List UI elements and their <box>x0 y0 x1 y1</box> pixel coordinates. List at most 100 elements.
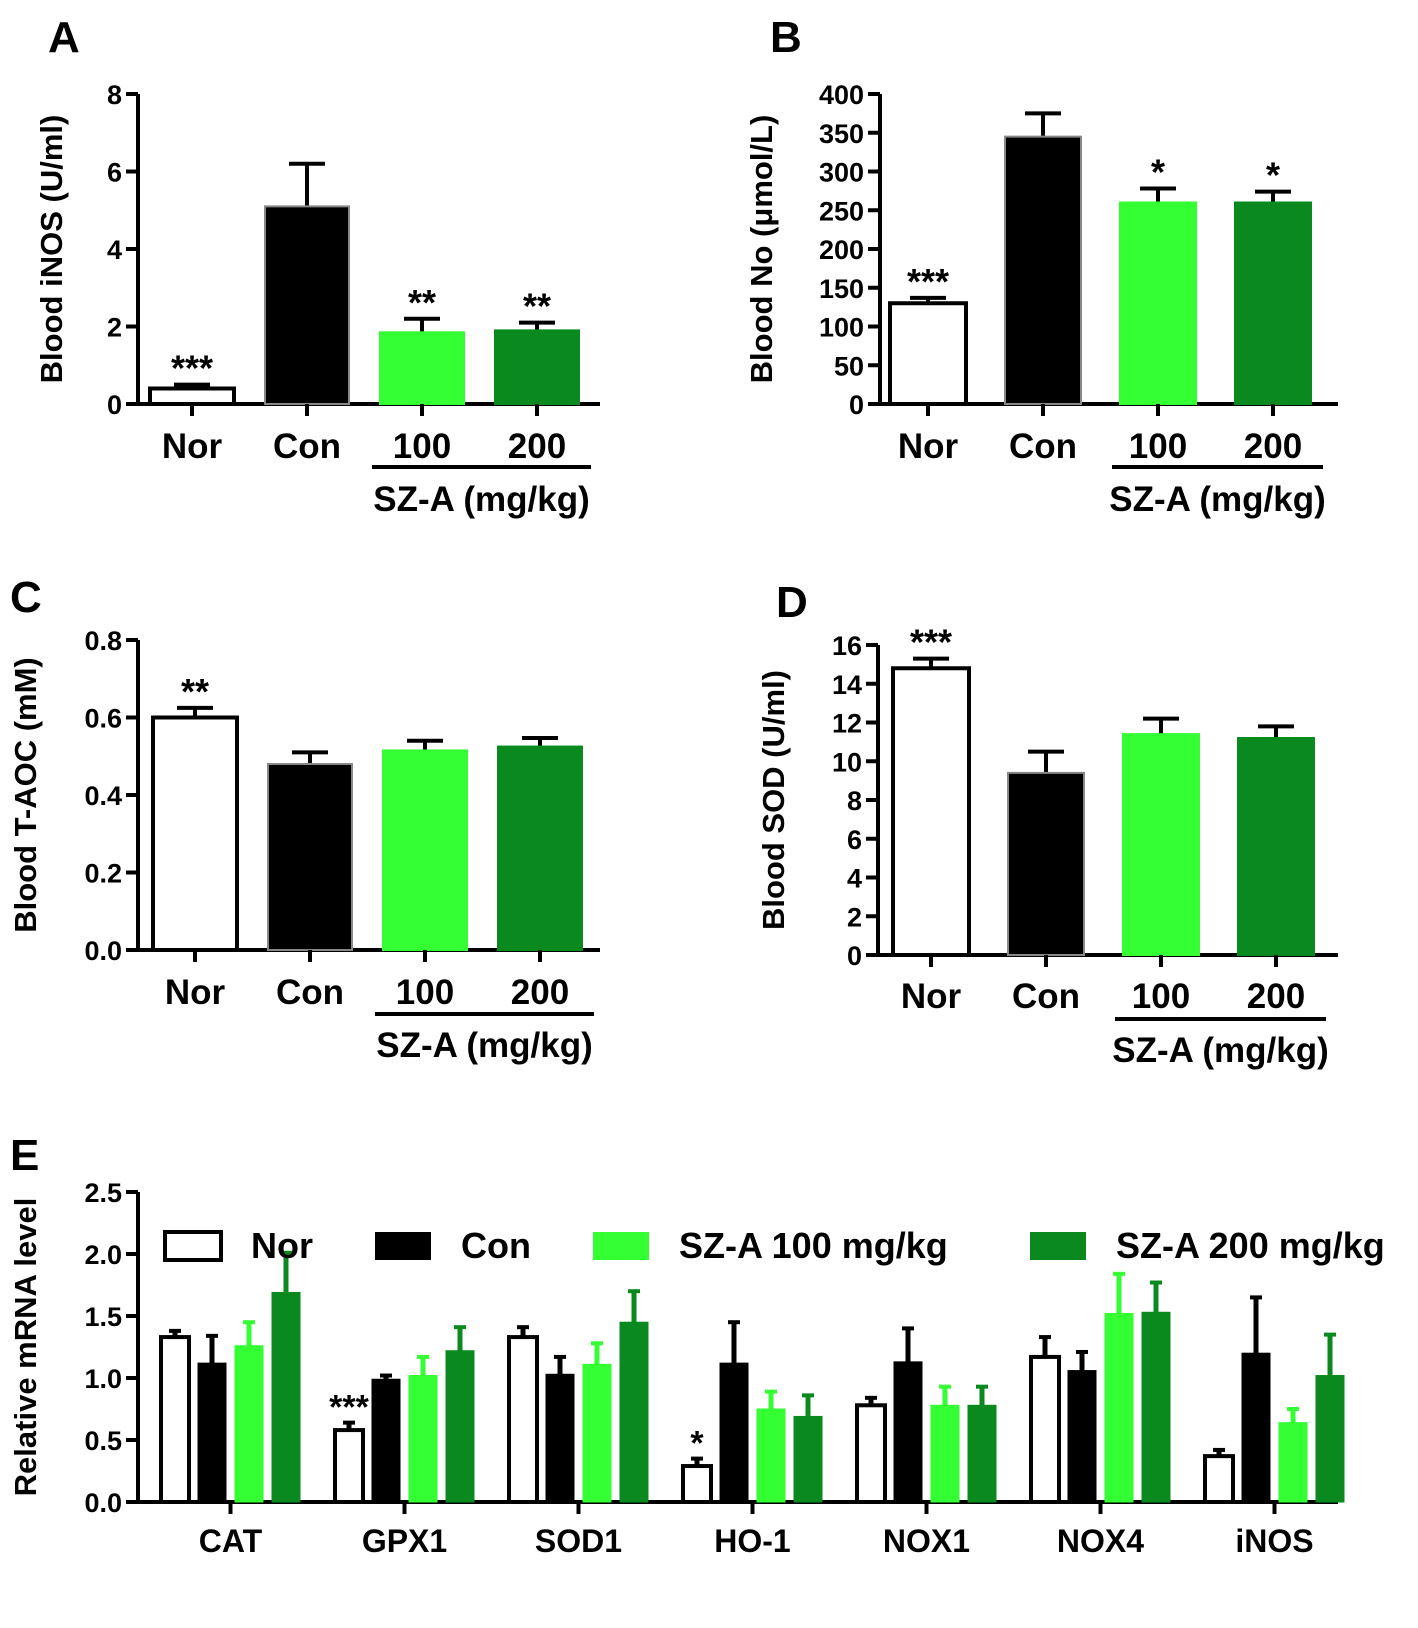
legend-label: SZ-A 200 mg/kg <box>1116 1225 1385 1266</box>
y-axis-label: Relative mRNA level <box>8 1198 43 1497</box>
bar <box>1315 1375 1345 1503</box>
y-tick-label: 6 <box>847 825 862 855</box>
significance-mark: ** <box>181 671 209 712</box>
x-tick-label: 100 <box>393 427 451 466</box>
x-tick-label: Nor <box>898 427 959 466</box>
y-tick-label: 8 <box>847 786 862 816</box>
y-tick-label: 0.4 <box>84 781 122 811</box>
x-tick-label: GPX1 <box>362 1523 447 1559</box>
chart-b: 0 50 100 150 200 250 300 350 400 Blood No (μmol/L… <box>744 80 1338 519</box>
significance-mark: *** <box>907 261 949 302</box>
chart-a: 0 2 4 6 8 Blood iNOS (U/ml) Nor *** Con 100 ** 200 *… <box>34 80 600 519</box>
y-tick-label: 0.5 <box>84 1426 122 1456</box>
bar <box>445 1350 475 1503</box>
bar <box>888 301 968 406</box>
x-tick-label: Con <box>1009 427 1077 466</box>
y-tick-label: 2 <box>847 902 862 932</box>
bar <box>893 1361 923 1503</box>
y-tick-label: 2.0 <box>84 1240 122 1270</box>
y-tick-label: 4 <box>107 235 122 265</box>
bar <box>333 1428 365 1504</box>
bar <box>1278 1422 1308 1503</box>
y-tick-label: 0.8 <box>84 626 122 656</box>
bar <box>719 1362 749 1503</box>
y-tick-label: 0.0 <box>84 936 122 966</box>
x-tick-label: SOD1 <box>535 1523 622 1559</box>
bar <box>379 331 465 405</box>
y-tick-label: 0.2 <box>84 859 122 889</box>
chart-c: 0.0 0.2 0.4 0.6 0.8 Blood T-AOC (mM) Nor ** Con 1… <box>8 626 600 1065</box>
chart-e: 0.0 0.5 1.0 1.5 2.0 2.5 Relative mRNA level CAT… <box>8 1178 1385 1559</box>
bar <box>1007 771 1085 956</box>
y-tick-label: 50 <box>834 351 864 381</box>
bar <box>1004 135 1082 405</box>
legend-swatch <box>163 1230 223 1262</box>
x-tick-label: NOX4 <box>1057 1523 1144 1559</box>
bar <box>855 1403 887 1505</box>
group-label: SZ-A (mg/kg) <box>1109 480 1325 519</box>
bar <box>408 1375 438 1503</box>
bar <box>1119 201 1197 405</box>
legend-label: Nor <box>251 1225 313 1266</box>
bar <box>1067 1370 1097 1503</box>
group-label: SZ-A (mg/kg) <box>373 480 589 519</box>
bar <box>545 1373 575 1503</box>
bar <box>1122 733 1200 956</box>
y-tick-label: 350 <box>819 119 864 149</box>
legend-label: Con <box>461 1225 531 1266</box>
bar <box>148 386 236 406</box>
panel-label-c: C <box>10 573 42 622</box>
legend-swatch <box>593 1232 649 1260</box>
bar <box>967 1404 997 1503</box>
bar <box>507 1335 539 1504</box>
y-tick-label: 1.0 <box>84 1364 122 1394</box>
y-tick-label: 0 <box>849 390 864 420</box>
bar <box>891 666 971 957</box>
y-tick-label: 12 <box>832 709 862 739</box>
significance-mark: *** <box>171 348 213 389</box>
significance-mark: * <box>690 1425 704 1463</box>
y-tick-label: 0 <box>107 390 122 420</box>
significance-mark: * <box>1151 152 1165 193</box>
bar <box>1241 1352 1271 1503</box>
bar <box>1029 1354 1061 1505</box>
y-tick-label: 8 <box>107 80 122 110</box>
y-tick-label: 150 <box>819 274 864 304</box>
bar <box>1203 1454 1235 1504</box>
y-tick-label: 100 <box>819 313 864 343</box>
bar <box>267 763 353 951</box>
bar <box>1237 737 1315 956</box>
bar <box>681 1464 713 1505</box>
chart-d: 0 2 4 6 8 10 12 14 16 Blood SOD (U/ml) Nor *** Con 10… <box>756 622 1338 1070</box>
x-tick-label: Nor <box>162 427 223 466</box>
x-tick-label: iNOS <box>1235 1523 1313 1559</box>
y-tick-label: 0.6 <box>84 704 122 734</box>
y-tick-label: 4 <box>847 864 862 894</box>
bar <box>264 205 350 405</box>
bar <box>271 1291 301 1503</box>
bar <box>793 1415 823 1503</box>
legend-swatch <box>1030 1232 1086 1260</box>
bar <box>930 1404 960 1503</box>
bar <box>234 1345 264 1503</box>
bar <box>1234 201 1312 405</box>
y-axis-label: Blood No (μmol/L) <box>744 115 779 384</box>
x-tick-label: Con <box>276 973 344 1012</box>
x-tick-label: 100 <box>396 973 454 1012</box>
bar <box>382 749 468 951</box>
significance-mark: ** <box>523 286 551 327</box>
x-tick-label: 200 <box>1244 427 1302 466</box>
x-tick-label: 100 <box>1132 977 1190 1016</box>
y-tick-label: 250 <box>819 196 864 226</box>
bar <box>497 745 583 951</box>
group-label: SZ-A (mg/kg) <box>1112 1031 1328 1070</box>
significance-mark: *** <box>329 1389 369 1427</box>
y-axis-label: Blood T-AOC (mM) <box>8 657 43 933</box>
x-tick-label: Con <box>273 427 341 466</box>
bar <box>619 1321 649 1503</box>
y-tick-label: 400 <box>819 80 864 110</box>
y-tick-label: 0 <box>847 941 862 971</box>
bar <box>1104 1313 1134 1503</box>
panel-label-e: E <box>10 1131 39 1180</box>
